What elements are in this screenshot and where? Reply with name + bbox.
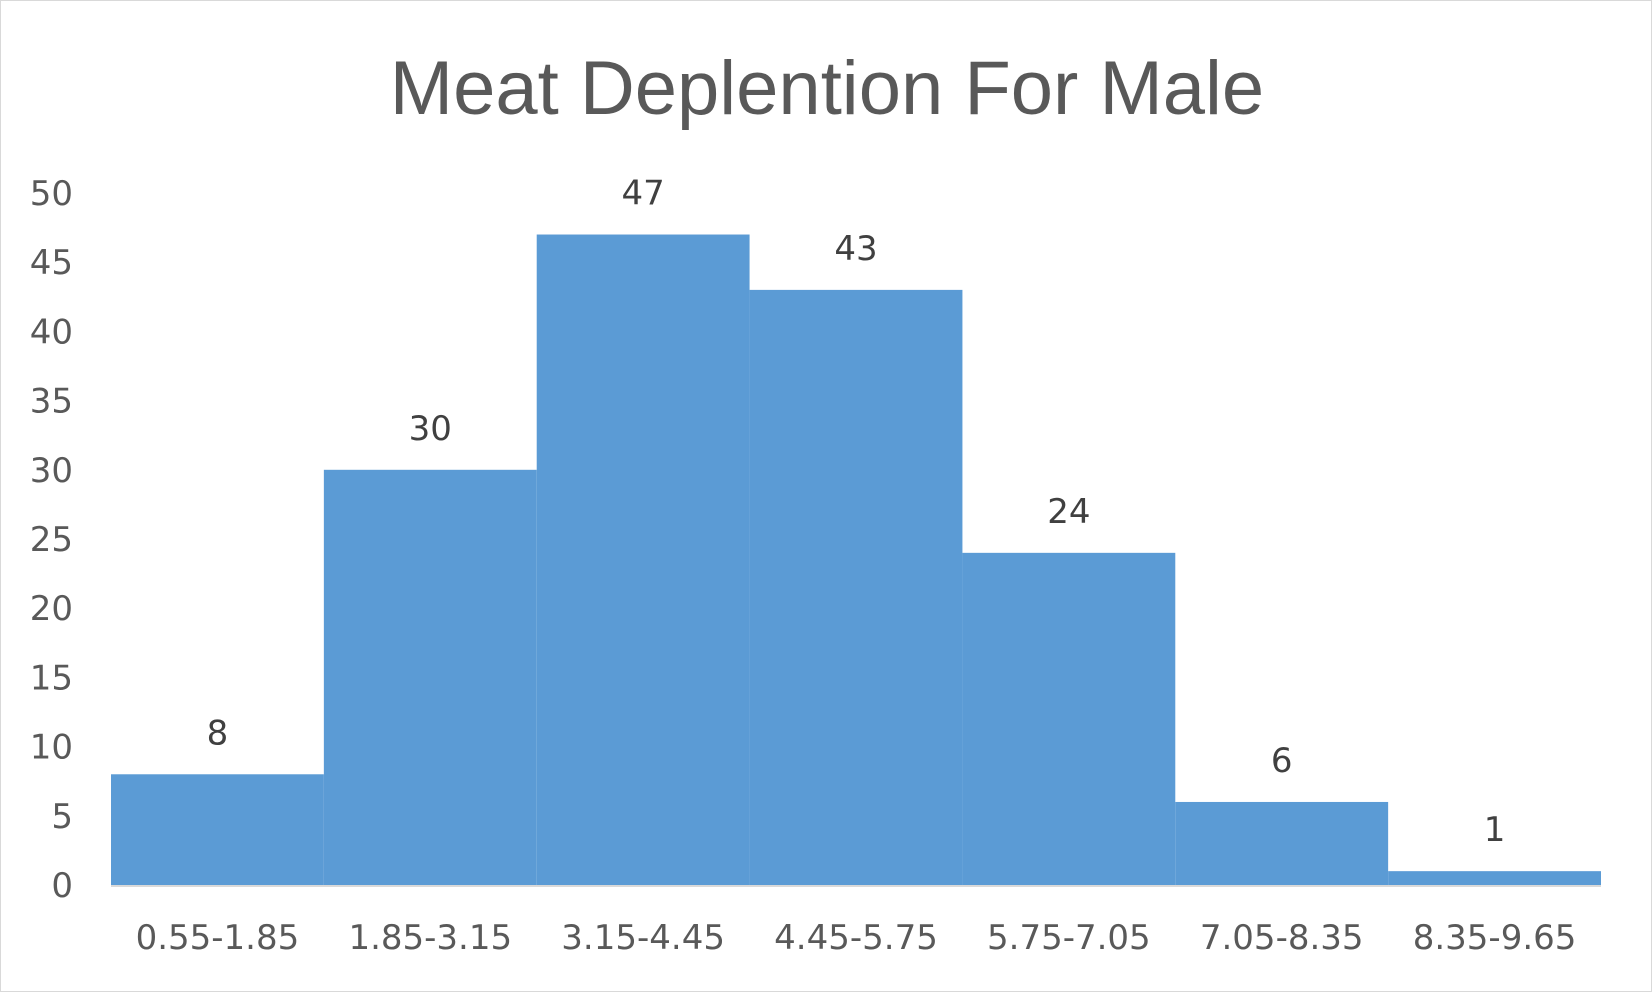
bar bbox=[749, 289, 963, 885]
bar bbox=[323, 469, 537, 885]
bar bbox=[111, 774, 324, 885]
y-axis-ticks: 0 5 10 15 20 25 30 35 40 45 50 bbox=[30, 174, 73, 906]
y-tick-label: 20 bbox=[30, 589, 73, 629]
x-tick-label: 4.45-5.75 bbox=[774, 918, 938, 958]
data-label: 1 bbox=[1484, 810, 1506, 850]
data-labels: 8 30 47 43 24 6 1 bbox=[207, 174, 1506, 851]
bar bbox=[1175, 801, 1389, 885]
y-tick-label: 35 bbox=[30, 382, 73, 422]
data-label: 43 bbox=[834, 229, 877, 269]
chart-title: Meat Deplention For Male bbox=[389, 46, 1265, 131]
bar bbox=[1388, 871, 1601, 885]
y-tick-label: 30 bbox=[30, 451, 73, 491]
y-tick-label: 40 bbox=[30, 312, 73, 352]
y-tick-label: 50 bbox=[30, 174, 73, 214]
x-tick-label: 0.55-1.85 bbox=[136, 918, 300, 958]
data-label: 47 bbox=[622, 174, 665, 214]
y-tick-label: 45 bbox=[30, 243, 73, 283]
bar bbox=[536, 234, 750, 885]
data-label: 6 bbox=[1271, 741, 1293, 781]
y-tick-label: 15 bbox=[30, 658, 73, 698]
x-tick-label: 5.75-7.05 bbox=[987, 918, 1151, 958]
bars bbox=[111, 234, 1601, 885]
x-tick-label: 1.85-3.15 bbox=[348, 918, 512, 958]
x-tick-label: 8.35-9.65 bbox=[1413, 918, 1577, 958]
x-tick-label: 7.05-8.35 bbox=[1200, 918, 1364, 958]
bar bbox=[962, 552, 1176, 885]
x-tick-label: 3.15-4.45 bbox=[561, 918, 725, 958]
data-label: 24 bbox=[1047, 492, 1090, 532]
data-label: 8 bbox=[207, 713, 229, 753]
y-tick-label: 0 bbox=[51, 866, 73, 906]
data-label: 30 bbox=[409, 409, 452, 449]
y-tick-label: 10 bbox=[30, 728, 73, 768]
y-tick-label: 5 bbox=[51, 797, 73, 837]
y-tick-label: 25 bbox=[30, 520, 73, 560]
x-axis-ticks: 0.55-1.85 1.85-3.15 3.15-4.45 4.45-5.75 5.75… bbox=[136, 918, 1577, 958]
